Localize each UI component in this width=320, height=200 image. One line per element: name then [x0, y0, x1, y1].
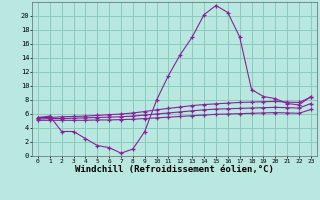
X-axis label: Windchill (Refroidissement éolien,°C): Windchill (Refroidissement éolien,°C) — [75, 165, 274, 174]
